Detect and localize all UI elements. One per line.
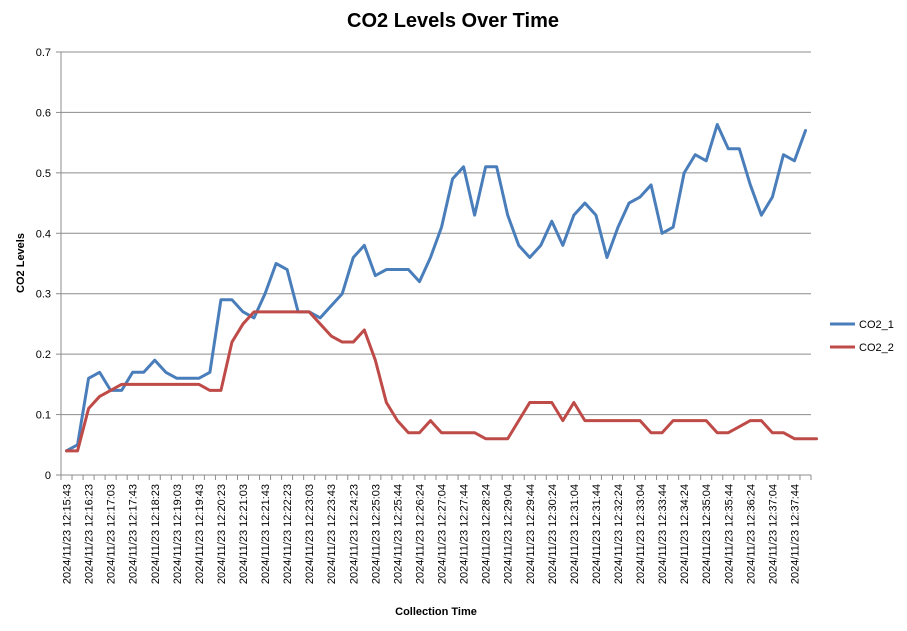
y-tick-label: 0.5	[36, 168, 51, 180]
x-tick-label: 2024/11/23 12:15:43	[62, 484, 74, 584]
legend-label: CO2_2	[859, 342, 894, 354]
x-tick-label: 2024/11/23 12:24:23	[348, 484, 360, 584]
y-tick-label: 0.7	[36, 47, 51, 59]
x-tick-label: 2024/11/23 12:16:23	[84, 484, 96, 584]
x-tick-label: 2024/11/23 12:36:24	[745, 484, 757, 584]
gridlines	[61, 51, 811, 416]
y-tick-label: 0.4	[36, 228, 51, 240]
x-tick-label: 2024/11/23 12:35:04	[701, 484, 713, 584]
x-tick-label: 2024/11/23 12:17:03	[106, 484, 118, 584]
x-tick-label: 2024/11/23 12:19:03	[172, 484, 184, 584]
x-tick-label: 2024/11/23 12:27:44	[459, 484, 471, 584]
y-axis-ticks: 0 0.1 0.2 0.3 0.4 0.5 0.6 0.7	[36, 47, 61, 482]
x-tick-label: 2024/11/23 12:30:24	[547, 484, 559, 584]
x-tick-label: 2024/11/23 12:22:23	[282, 484, 294, 584]
x-tick-label: 2024/11/23 12:28:24	[481, 484, 493, 584]
y-tick-label: 0	[45, 470, 51, 482]
x-tick-label: 2024/11/23 12:23:03	[304, 484, 316, 584]
legend-label: CO2_1	[859, 319, 894, 331]
x-tick-label: 2024/11/23 12:37:04	[767, 484, 779, 584]
series-line-co2-2	[65, 310, 819, 453]
legend: CO2_1 CO2_2	[830, 319, 894, 354]
series-line-co2-1	[65, 123, 807, 453]
x-tick-label: 2024/11/23 12:33:44	[657, 484, 669, 584]
y-tick-label: 0.3	[36, 289, 51, 301]
x-tick-label: 2024/11/23 12:32:24	[613, 484, 625, 584]
x-tick-label: 2024/11/23 12:37:44	[789, 484, 801, 584]
x-tick-label: 2024/11/23 12:21:03	[238, 484, 250, 584]
x-tick-label: 2024/11/23 12:34:24	[679, 484, 691, 584]
x-tick-label: 2024/11/23 12:29:44	[525, 484, 537, 584]
x-tick-label: 2024/11/23 12:26:24	[414, 484, 426, 584]
chart-title: CO2 Levels Over Time	[347, 10, 559, 32]
x-tick-label: 2024/11/23 12:18:23	[150, 484, 162, 584]
x-tick-label: 2024/11/23 12:25:03	[370, 484, 382, 584]
x-tick-label: 2024/11/23 12:31:04	[569, 484, 581, 584]
y-axis-title: CO2 Levels	[15, 233, 27, 293]
x-tick-label: 2024/11/23 12:25:44	[392, 484, 404, 584]
x-axis-title: Collection Time	[395, 606, 477, 618]
x-axis-ticks: 2024/11/23 12:15:43 2024/11/23 12:16:23 20…	[60, 475, 812, 584]
series-lines	[65, 123, 819, 453]
x-tick-label: 2024/11/23 12:33:04	[635, 484, 647, 584]
x-tick-label: 2024/11/23 12:31:44	[591, 484, 603, 584]
x-tick-label: 2024/11/23 12:19:43	[194, 484, 206, 584]
axes	[60, 52, 811, 476]
x-tick-label: 2024/11/23 12:29:04	[503, 484, 515, 584]
x-tick-label: 2024/11/23 12:17:43	[128, 484, 140, 584]
x-tick-label: 2024/11/23 12:21:43	[260, 484, 272, 584]
x-tick-label: 2024/11/23 12:23:43	[326, 484, 338, 584]
x-tick-label: 2024/11/23 12:27:04	[437, 484, 449, 584]
x-tick-label: 2024/11/23 12:35:44	[723, 484, 735, 584]
y-tick-label: 0.6	[36, 107, 51, 119]
y-tick-label: 0.2	[36, 349, 51, 361]
y-tick-label: 0.1	[36, 410, 51, 422]
x-tick-label: 2024/11/23 12:20:23	[216, 484, 228, 584]
